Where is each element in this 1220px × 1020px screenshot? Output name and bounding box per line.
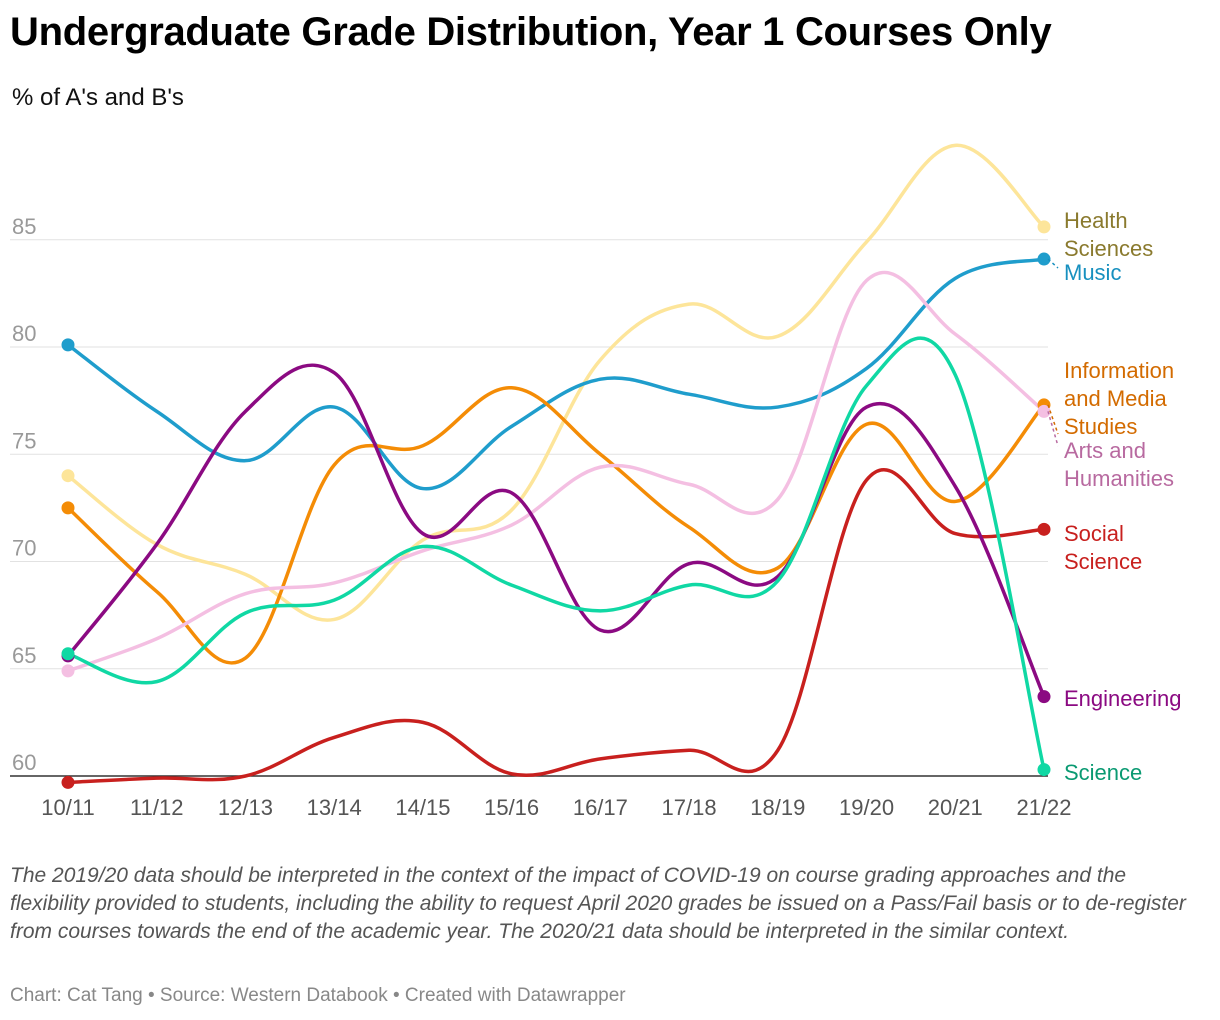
credit-line: Chart: Cat Tang • Source: Western Databo… [10,985,626,1006]
data-point [1037,220,1051,234]
data-point [1037,252,1051,266]
footnote: The 2019/20 data should be interpreted i… [10,864,1186,943]
x-tick-label: 15/16 [484,795,539,820]
data-point [61,664,75,678]
series-line [66,363,1046,699]
y-tick-label: 60 [12,750,36,775]
series-label-line: Arts and [1064,438,1146,463]
x-tick-label: 20/21 [928,795,983,820]
series-line [66,270,1046,673]
x-tick-label: 11/12 [130,795,183,820]
series-line [66,257,1046,491]
series-label: Information and Media Studies [1064,358,1174,439]
line-chart: 60 65 70 75 80 85 10/11 11/12 12/13 13/14 14/15 15… [10,143,1181,820]
data-point [1037,690,1051,704]
grid-lines [10,239,1048,777]
series-label: Arts and Humanities [1064,438,1174,491]
y-tick-label: 85 [12,214,36,239]
data-point [61,775,75,789]
series-label-line: Studies [1064,414,1137,439]
data-point [1037,404,1051,418]
label-leader [1047,404,1059,435]
x-tick-label: 10/11 [41,795,94,820]
x-tick-label: 16/17 [573,795,628,820]
series-label-line: Health [1064,208,1128,233]
series-label-line: Science [1064,549,1142,574]
label-leader [1047,258,1059,269]
y-tick-label: 70 [12,536,36,561]
y-tick-label: 75 [12,428,36,453]
x-tick-label: 18/19 [750,795,805,820]
x-tick-label: 21/22 [1016,795,1071,820]
series-label: Science [1064,760,1142,785]
data-point [1037,763,1051,777]
series-label: Social Science [1064,521,1142,574]
series-endpoints [61,220,1051,789]
x-tick-label: 13/14 [307,795,362,820]
x-tick-label: 17/18 [662,795,717,820]
series-line [66,386,1046,665]
chart-subtitle: % of A's and B's [12,84,184,111]
data-point [61,338,75,352]
series-line [66,336,1046,772]
series-label: Music [1064,260,1121,285]
series-label: Health Sciences [1064,208,1153,261]
series-label-line: Information [1064,358,1174,383]
series-label-line: and Media [1064,386,1168,411]
x-tick-label: 12/13 [218,795,273,820]
data-point [61,647,75,661]
series-label-line: Humanities [1064,466,1174,491]
data-point [61,501,75,515]
series-label-line: Engineering [1064,686,1181,711]
series-line [66,143,1046,622]
series-line [66,468,1046,785]
y-tick-label: 80 [12,321,36,346]
x-tick-label: 19/20 [839,795,894,820]
x-axis: 10/11 11/12 12/13 13/14 14/15 15/16 16/17 17/18… [41,795,1071,820]
y-axis: 60 65 70 75 80 85 [12,214,36,775]
data-point [61,469,75,483]
series-label: Engineering [1064,686,1181,711]
series-label-line: Sciences [1064,236,1153,261]
y-tick-label: 65 [12,643,36,668]
series-label-line: Music [1064,260,1121,285]
x-tick-label: 14/15 [395,795,450,820]
series-lines [66,143,1046,785]
data-point [1037,522,1051,536]
series-label-line: Science [1064,760,1142,785]
series-label-line: Social [1064,521,1124,546]
label-leader [1047,411,1059,447]
chart-title: Undergraduate Grade Distribution, Year 1… [10,10,1052,54]
